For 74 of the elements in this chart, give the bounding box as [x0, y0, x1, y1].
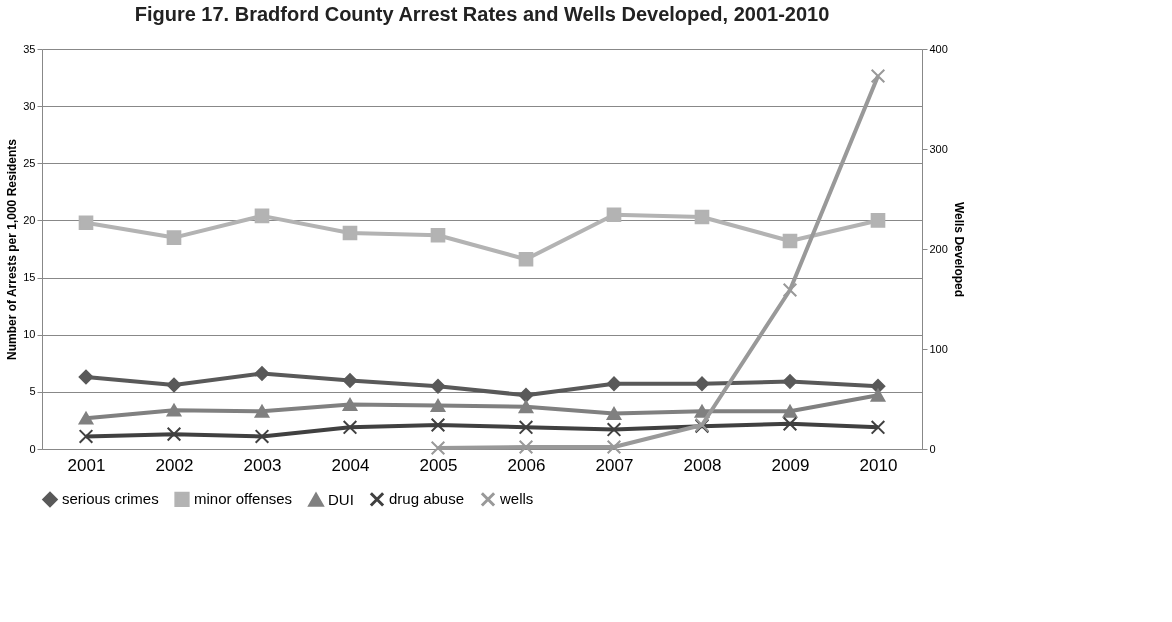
y2-tick-label: 400 — [929, 42, 948, 55]
y-tick-label: 5 — [29, 385, 36, 398]
point — [782, 416, 798, 432]
x-tick-label: 2009 — [771, 455, 810, 475]
point — [254, 366, 270, 381]
point — [78, 369, 94, 385]
legend-label: wells — [499, 490, 534, 508]
x-tick-label: 2008 — [683, 455, 722, 475]
point — [342, 397, 358, 411]
point — [606, 376, 622, 392]
point — [166, 377, 182, 393]
y2-tick-label: 300 — [929, 142, 948, 155]
point — [518, 387, 534, 403]
point — [166, 230, 182, 245]
point — [606, 422, 622, 437]
point — [782, 404, 798, 418]
point — [342, 419, 358, 435]
point — [870, 388, 886, 402]
x-tick-label: 2004 — [331, 455, 370, 475]
point — [782, 233, 798, 249]
x-tick-label: 2002 — [155, 455, 194, 475]
x-tick-label: 2003 — [243, 455, 282, 475]
y-tick-label: 15 — [23, 271, 36, 284]
point — [254, 404, 270, 418]
y-tick-label: 35 — [23, 42, 36, 55]
x-tick-label: 2007 — [595, 455, 634, 475]
point — [694, 209, 710, 225]
y-tick-label: 0 — [29, 442, 36, 455]
point — [606, 439, 622, 455]
point — [78, 215, 94, 231]
point — [870, 68, 886, 84]
point — [518, 400, 534, 414]
y-tick-label: 20 — [23, 213, 36, 226]
y2-tick-label: 0 — [929, 442, 936, 455]
point — [430, 227, 446, 243]
point — [430, 417, 446, 433]
y2-tick-label: 200 — [929, 242, 948, 255]
point — [166, 426, 182, 442]
y-tick-label: 25 — [23, 156, 36, 169]
point — [606, 407, 622, 421]
y-tick-label: 30 — [23, 99, 36, 112]
point — [870, 213, 886, 228]
point — [430, 399, 446, 413]
point — [518, 419, 534, 435]
point — [694, 404, 710, 418]
legend-label: drug abuse — [389, 490, 465, 508]
x-tick-label: 2001 — [67, 455, 106, 475]
legend-label: minor offenses — [194, 490, 293, 508]
y-axis-title: Number of Arrests per 1,000 Residents — [5, 138, 20, 360]
x-tick-label: 2005 — [419, 455, 458, 475]
point — [342, 373, 358, 388]
point — [694, 376, 710, 392]
point — [782, 282, 798, 298]
y2-axis-title: Wells Developed — [951, 201, 966, 298]
x-tick-label: 2006 — [507, 455, 546, 475]
point — [518, 439, 534, 455]
point — [430, 440, 446, 456]
point — [78, 429, 94, 444]
point — [782, 374, 798, 389]
point — [518, 251, 534, 267]
legend-label: DUI — [328, 490, 354, 508]
point — [606, 207, 622, 223]
point — [430, 378, 446, 394]
y2-tick-label: 100 — [929, 342, 948, 355]
point — [78, 411, 94, 425]
point — [870, 419, 886, 435]
point — [342, 225, 358, 241]
point — [166, 403, 182, 417]
point — [254, 429, 270, 444]
y-tick-label: 10 — [23, 328, 36, 341]
x-tick-label: 2010 — [859, 455, 898, 475]
legend-label: serious crimes — [62, 490, 159, 508]
point — [254, 208, 270, 224]
chart-title: Figure 17. Bradford County Arrest Rates and Wells Developed, 2001-2010 — [134, 3, 830, 25]
